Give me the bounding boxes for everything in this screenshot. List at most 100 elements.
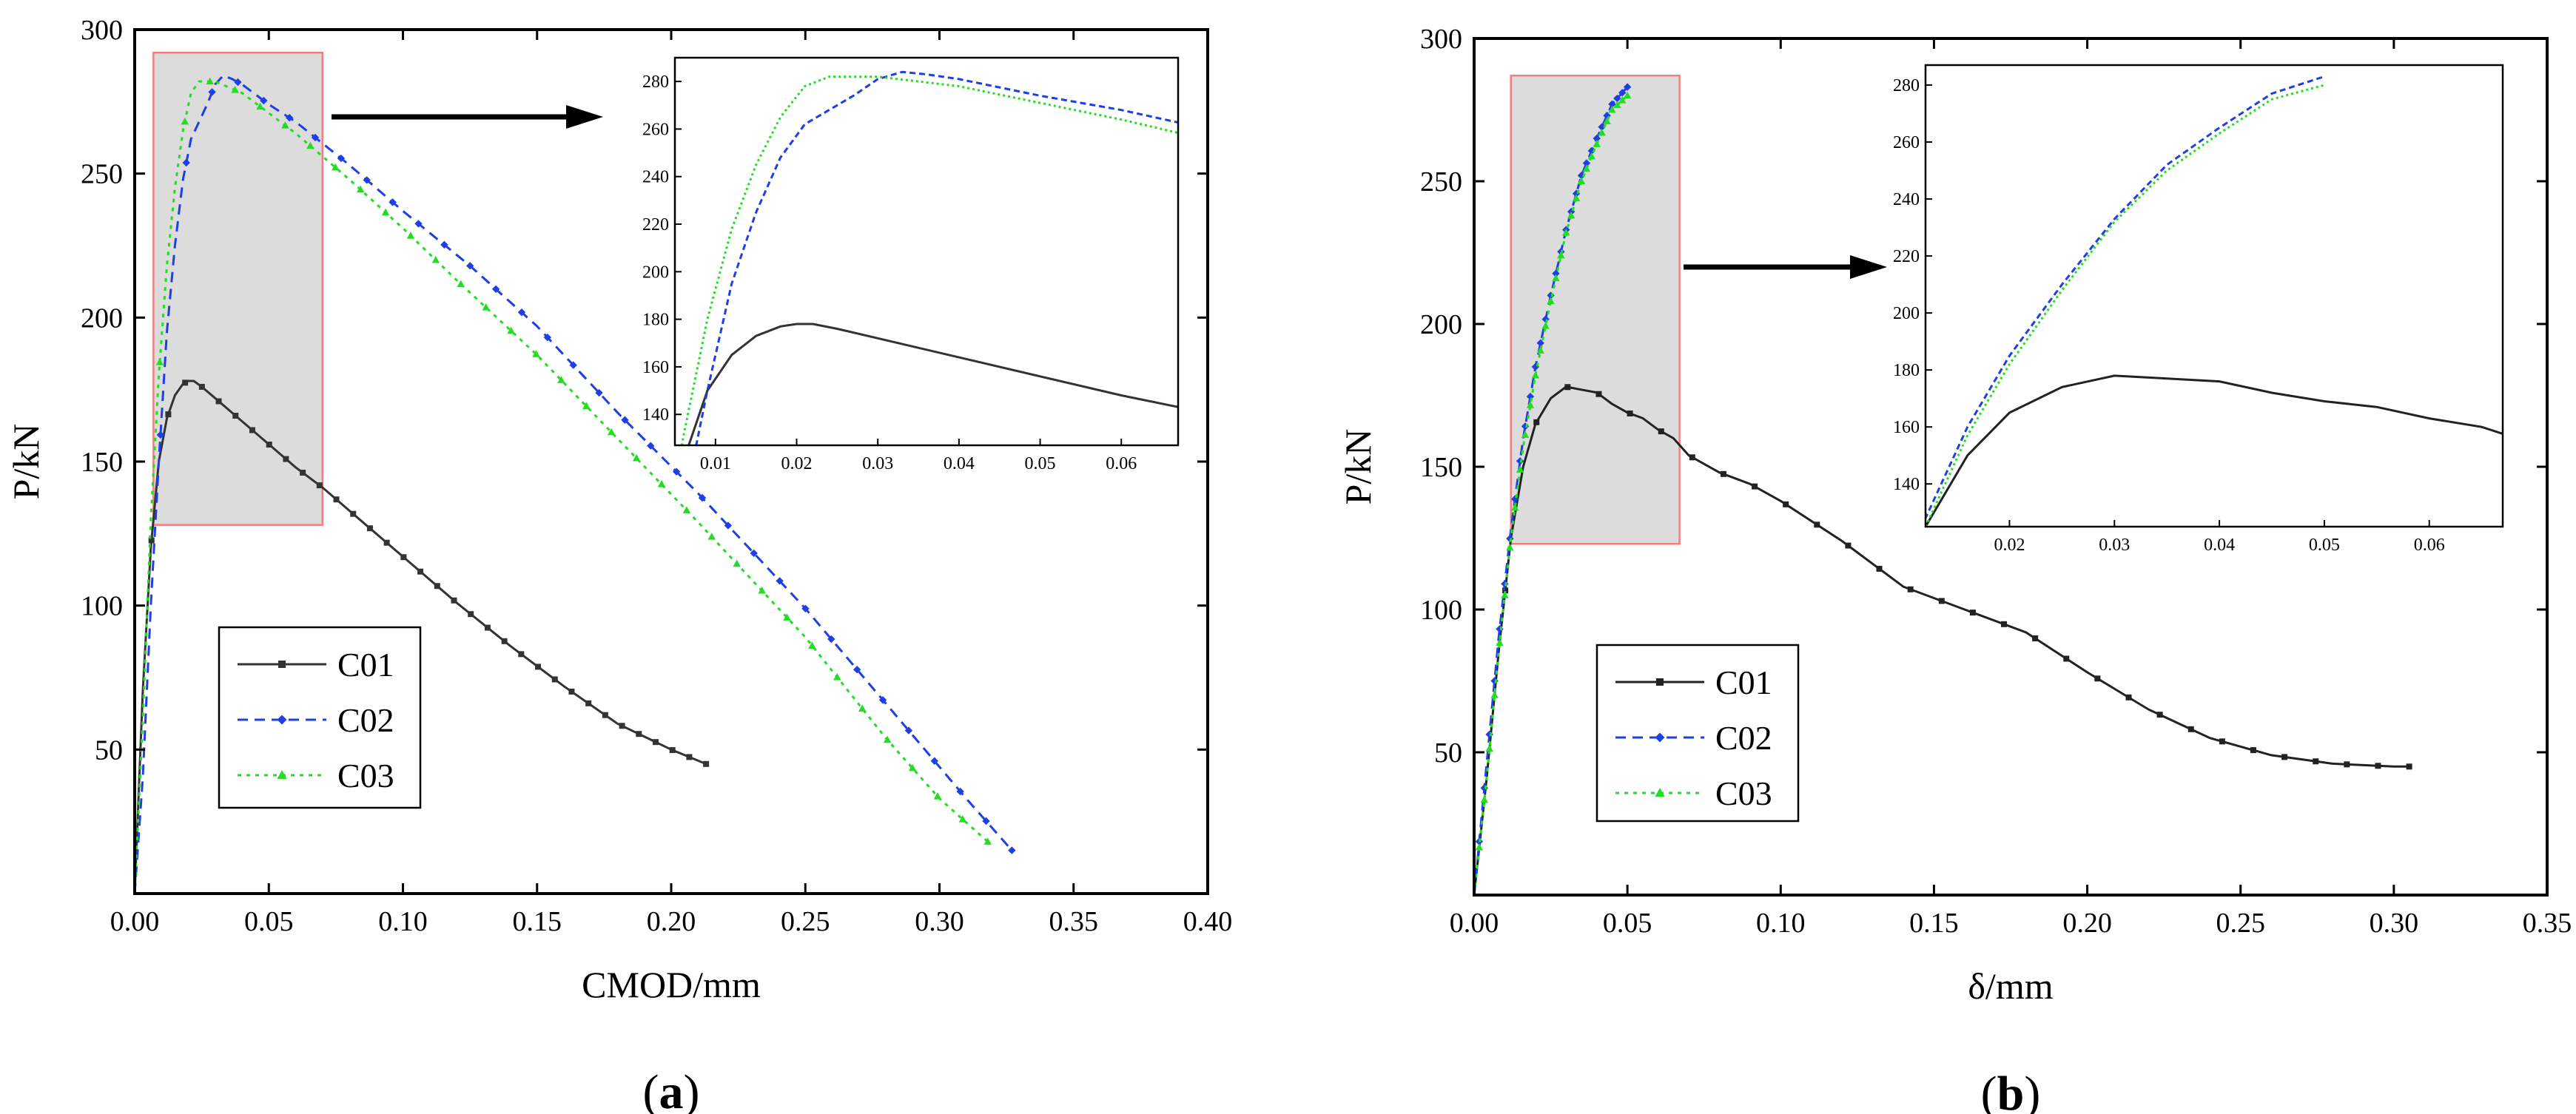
x-tick-label: 0.15 (513, 906, 562, 937)
data-point (2156, 712, 2163, 718)
data-point (1613, 101, 1621, 109)
data-point (440, 240, 448, 249)
data-point (1485, 730, 1493, 739)
inset-x-tick-label: 0.04 (944, 454, 975, 473)
data-point (285, 114, 294, 122)
inset: 0.01 0.02 0.03 0.04 0.05 0.06 140 160 180 200 220 2… (642, 56, 1180, 473)
data-point (2219, 738, 2225, 745)
data-point (1689, 454, 1695, 461)
data-point (466, 262, 474, 270)
x-tick-label: 0.40 (1183, 906, 1233, 937)
inset-background (1926, 65, 2503, 527)
series-line-c03 (133, 80, 989, 894)
data-point (1485, 744, 1493, 752)
y-tick-label: 200 (81, 303, 123, 334)
data-point (283, 456, 289, 462)
data-point (198, 383, 205, 390)
data-point (1501, 580, 1509, 588)
data-point (1876, 565, 1883, 572)
data-point (827, 635, 835, 644)
data-point (507, 326, 515, 334)
data-point (698, 493, 707, 502)
data-point (1593, 134, 1601, 143)
data-point (2313, 758, 2319, 765)
data-point (363, 176, 371, 184)
legend-marker (277, 770, 287, 779)
data-point (281, 121, 289, 129)
data-point (148, 537, 155, 544)
data-point (636, 731, 642, 737)
inset: 0.02 0.03 0.04 0.05 0.06 140 160 180 200 220 240 26… (1893, 64, 2504, 555)
x-tick-label: 0.00 (110, 906, 160, 937)
data-point (337, 154, 346, 163)
data-point (1938, 598, 1945, 604)
data-point (491, 285, 500, 294)
data-point (801, 604, 810, 613)
inset-y-tick-label: 140 (1893, 475, 1920, 494)
data-point (1582, 159, 1591, 167)
inset-y-tick-label: 140 (642, 405, 669, 425)
data-point (669, 747, 676, 754)
inset-y-tick-label: 200 (642, 263, 669, 282)
y-tick-label: 250 (81, 159, 123, 190)
data-point (1587, 146, 1596, 155)
y-axis-title: P/kN (1337, 429, 1379, 505)
data-point (2001, 621, 2008, 627)
data-point (1572, 189, 1581, 198)
legend: C01 C02 C03 (218, 626, 422, 809)
data-point (2375, 763, 2381, 769)
y-tick-label: 150 (81, 447, 123, 478)
data-point (182, 379, 189, 386)
data-point (776, 577, 784, 585)
data-point (1526, 401, 1535, 408)
data-point (1475, 843, 1484, 851)
inset-x-tick-label: 0.04 (2204, 536, 2235, 555)
data-point (833, 672, 841, 681)
data-point (414, 220, 423, 228)
data-point (215, 398, 222, 405)
data-point (1521, 431, 1530, 438)
data-point (1531, 371, 1540, 379)
data-point (1603, 117, 1611, 124)
inset-y-tick-label: 240 (642, 168, 669, 187)
legend-marker (1656, 678, 1664, 686)
data-point (400, 554, 407, 561)
data-point (1541, 321, 1550, 329)
panel-b: 0.00 0.05 0.10 0.15 0.20 0.25 0.30 0.35 50 100 150… (1337, 24, 2572, 1114)
data-point (930, 757, 938, 765)
data-point (2344, 761, 2350, 768)
data-point (733, 559, 741, 567)
data-point (182, 158, 190, 167)
legend-marker (277, 715, 287, 725)
data-point (858, 704, 867, 712)
data-point (1501, 591, 1509, 598)
data-point (1552, 269, 1560, 278)
data-point (557, 376, 565, 383)
y-tick-label: 50 (95, 735, 123, 766)
data-point (783, 613, 791, 621)
data-point (1502, 587, 1509, 594)
data-point (208, 88, 216, 96)
x-tick-label: 0.10 (378, 906, 428, 937)
data-point (1577, 172, 1586, 180)
data-point (1536, 339, 1544, 347)
data-point (300, 470, 306, 476)
inset-y-tick-label: 220 (1893, 247, 1920, 266)
data-point (1598, 128, 1606, 136)
x-tick-label: 0.30 (915, 906, 964, 937)
data-point (852, 665, 861, 674)
panel-label-letter: a (659, 1065, 684, 1114)
y-tick-label: 250 (1420, 166, 1462, 198)
data-point (1511, 503, 1519, 511)
inset-curves (681, 70, 1178, 445)
data-point (333, 496, 340, 503)
y-tick-label: 50 (1434, 737, 1462, 769)
data-point (1608, 100, 1616, 108)
data-point (724, 521, 733, 530)
data-point (1490, 677, 1499, 685)
inset-series-line-c03 (1926, 84, 2325, 527)
data-point (543, 333, 552, 342)
data-point (434, 583, 440, 590)
data-point (551, 676, 558, 683)
zoom-arrow-head (566, 105, 603, 129)
